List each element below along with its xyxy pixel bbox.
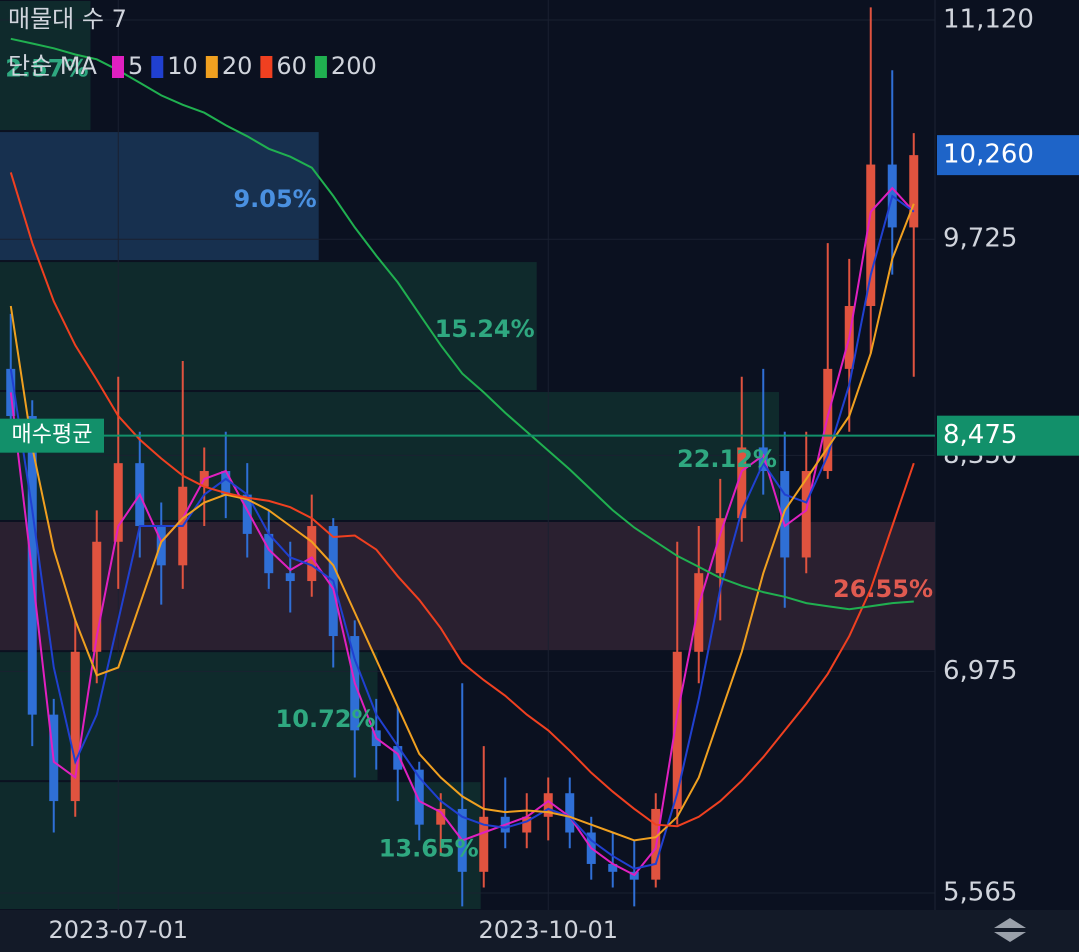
ma-line: [9, 194, 915, 870]
profile-bar: [0, 652, 378, 781]
profile-label: 15.24%: [435, 315, 535, 343]
avg-price-label: 8,475: [943, 420, 1017, 450]
y-tick-label: 9,725: [943, 224, 1017, 254]
x-axis-strip: [0, 910, 1079, 952]
candle-body: [780, 471, 790, 558]
legend-label: 20: [222, 52, 253, 80]
y-tick-label: 5,565: [943, 878, 1017, 908]
profile-bar: [0, 1, 91, 131]
profile-label: 9.05%: [233, 185, 316, 213]
candle-body: [737, 447, 747, 519]
candle-body: [608, 863, 618, 872]
avg-price-box: [937, 415, 1079, 456]
candle-body: [715, 518, 725, 574]
avg-price-name: 매수평균: [12, 423, 93, 448]
candle-body: [866, 164, 876, 307]
candle-body: [565, 793, 575, 833]
profile-label: 2.57%: [5, 55, 88, 83]
avg-price-tag: [0, 418, 104, 453]
legend-swatch: [112, 56, 124, 78]
legend-swatch: [260, 56, 273, 78]
candle-body: [479, 816, 489, 872]
ma-lines: [0, 37, 935, 877]
profile-label: 26.55%: [833, 575, 933, 603]
labels: 13.65% 10.72% 26.55% 22.12% 15.24% 9.05% 2.57%…: [0, 4, 1079, 944]
legend-label: 10: [167, 52, 198, 80]
legend-swatch: [205, 56, 218, 78]
candle-body: [307, 526, 317, 582]
ma-line: [9, 172, 915, 828]
chart-title: 매물대 수 7: [8, 5, 127, 33]
candle-body: [113, 463, 123, 542]
candle-body: [242, 494, 252, 534]
legend-label: 60: [276, 52, 307, 80]
current-price-box: [937, 135, 1079, 176]
ma-label: 단순 MA: [8, 52, 97, 80]
candle-body: [285, 573, 295, 582]
profile-bar: [0, 782, 481, 909]
candle-body: [909, 155, 919, 228]
profile-bar: [0, 392, 779, 521]
candle-body: [694, 573, 704, 652]
current-price-label: 10,260: [943, 140, 1034, 170]
scroll-icon[interactable]: [994, 918, 1026, 942]
profile-bar: [0, 522, 935, 651]
candle-body: [801, 471, 811, 558]
ma-line: [9, 203, 915, 842]
candle-body: [70, 651, 80, 802]
candle-body: [92, 541, 102, 652]
candle-body: [758, 447, 768, 472]
candle-body: [156, 526, 166, 566]
legend: 5 10 20 60 200: [112, 52, 377, 80]
x-tick-label: 2023-07-01: [49, 916, 188, 944]
candle-body: [672, 651, 682, 809]
profile-label: 10.72%: [276, 705, 376, 733]
candle-body: [221, 471, 231, 495]
legend-label: 5: [128, 52, 143, 80]
candle-body: [264, 533, 274, 574]
y-tick-label: 11,120: [943, 4, 1034, 34]
legend-swatch: [151, 56, 164, 78]
legend-swatch: [314, 56, 327, 78]
profile-label: 22.12%: [677, 445, 777, 473]
candle-body: [414, 769, 424, 825]
profile-label: 13.65%: [379, 835, 479, 863]
candle-body: [393, 746, 403, 770]
x-tick-label: 2023-10-01: [479, 916, 618, 944]
candle-body: [522, 816, 532, 833]
y-tick-label: 6,975: [943, 656, 1017, 686]
candle-body: [543, 793, 553, 817]
legend-label: 200: [331, 52, 377, 80]
ma-line: [10, 37, 914, 611]
candle-body: [436, 808, 446, 825]
